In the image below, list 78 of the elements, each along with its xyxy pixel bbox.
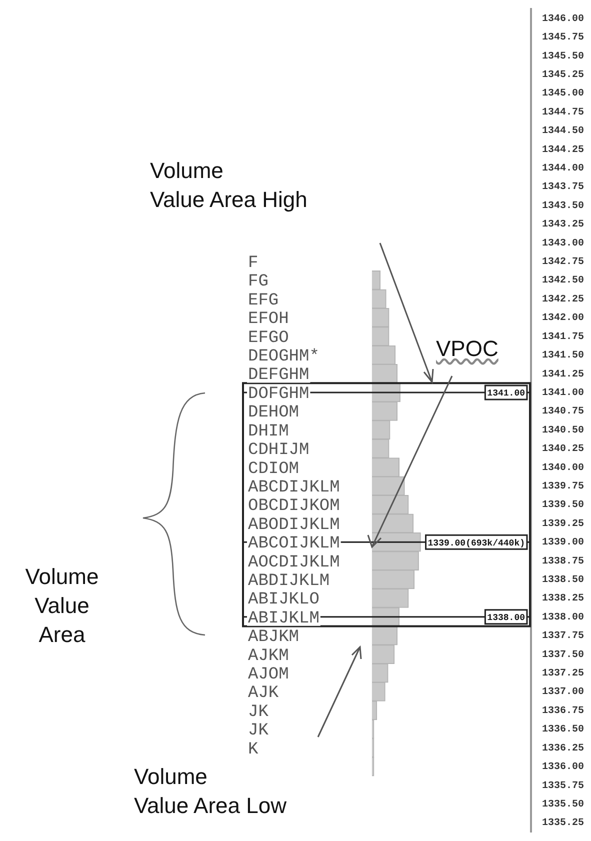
text: Volume Value Area High [150, 157, 308, 214]
y-tick-label: 1340.75 [542, 406, 584, 418]
y-tick-label: 1344.00 [542, 164, 584, 175]
text: ABDIJKLM [248, 572, 330, 591]
y-tick-label: 1337.75 [542, 631, 584, 642]
y-tick-label: 1344.75 [542, 107, 584, 118]
y-tick-label: 1336.75 [542, 706, 584, 717]
y-tick-label: 1341.00 [542, 388, 584, 399]
y-tick-label: 1343.75 [542, 182, 584, 194]
text: EFGO [248, 328, 289, 348]
text: FG [248, 272, 268, 292]
y-tick-label: 1335.75 [542, 780, 584, 792]
text: CDIOM [248, 460, 300, 479]
ref-line-label: 1341.00 [487, 388, 525, 399]
y-tick-label: 1339.75 [542, 481, 584, 492]
y-tick-label: 1337.00 [542, 687, 584, 698]
text: K [248, 740, 259, 760]
y-tick-label: 1338.75 [542, 556, 584, 568]
text: ABIJKLM [248, 609, 320, 628]
y-tick-label: 1345.50 [542, 51, 584, 62]
y-tick-label: 1335.50 [542, 799, 584, 810]
y-tick-label: 1343.00 [542, 238, 584, 250]
text: OBCDIJKOM [248, 497, 340, 516]
ref-line-label: 1338.00 [487, 613, 525, 624]
text: JK [248, 702, 270, 722]
text: ABODIJKLM [248, 516, 340, 535]
text: AJK [248, 684, 280, 704]
y-tick-label: 1336.50 [542, 724, 584, 736]
text: AJKM [248, 646, 289, 666]
text: ABCOIJKLM [248, 534, 340, 554]
y-tick-label: 1337.50 [542, 650, 584, 661]
y-tick-label: 1337.25 [542, 668, 584, 680]
y-tick-label: 1345.25 [542, 70, 584, 81]
y-tick-label: 1338.00 [542, 612, 584, 624]
text: DEFGHM [248, 366, 310, 386]
text: DHIM [248, 422, 289, 442]
text: AOCDIJKLM [248, 553, 340, 572]
text: VPOC [436, 335, 500, 363]
text: F [248, 254, 258, 274]
y-tick-label: 1338.50 [542, 575, 584, 586]
y-tick-label: 1342.25 [542, 294, 584, 306]
y-tick-label: 1341.75 [542, 332, 584, 343]
y-tick-label: 1339.25 [542, 518, 584, 530]
y-tick-label: 1339.00 [542, 538, 584, 549]
y-tick-label: 1343.25 [542, 220, 584, 231]
y-tick-label: 1336.25 [542, 743, 584, 754]
ref-line-label: 1339.00(693k/440k) [428, 538, 525, 548]
text: ABJKM [248, 628, 300, 648]
text: ABIJKLO [248, 590, 320, 610]
y-tick-label: 1343.50 [542, 200, 584, 212]
y-tick-label: 1345.00 [542, 88, 584, 100]
y-tick-label: 1344.25 [542, 144, 584, 156]
text: Volume Value Area [24, 563, 100, 649]
y-tick-label: 1345.75 [542, 32, 584, 44]
y-tick-label: 1338.25 [542, 594, 584, 605]
text: Volume Value Area Low [134, 763, 288, 820]
text: JK [248, 722, 270, 741]
y-tick-label: 1346.00 [542, 14, 584, 25]
y-tick-label: 1342.75 [542, 257, 584, 268]
text: AJOM [248, 666, 289, 685]
text: DOFGHM [248, 384, 310, 404]
y-tick-label: 1341.50 [542, 350, 584, 362]
y-tick-label: 1340.00 [542, 462, 584, 474]
text: DEHOM [248, 404, 300, 423]
y-tick-label: 1344.50 [542, 126, 584, 138]
text: CDHIJM [248, 441, 310, 460]
text: EFG [248, 291, 279, 310]
text: EFOH [248, 310, 289, 330]
y-tick-label: 1342.50 [542, 276, 584, 287]
y-tick-label: 1336.00 [542, 762, 584, 774]
y-tick-label: 1335.25 [542, 818, 584, 830]
text: ABCDIJKLM [248, 478, 340, 498]
text: DEOGHM* [248, 348, 320, 367]
y-tick-label: 1340.50 [542, 425, 584, 436]
y-tick-label: 1339.50 [542, 500, 584, 512]
y-tick-label: 1340.25 [542, 444, 584, 456]
y-tick-label: 1341.25 [542, 369, 584, 380]
y-tick-label: 1342.00 [542, 313, 584, 324]
